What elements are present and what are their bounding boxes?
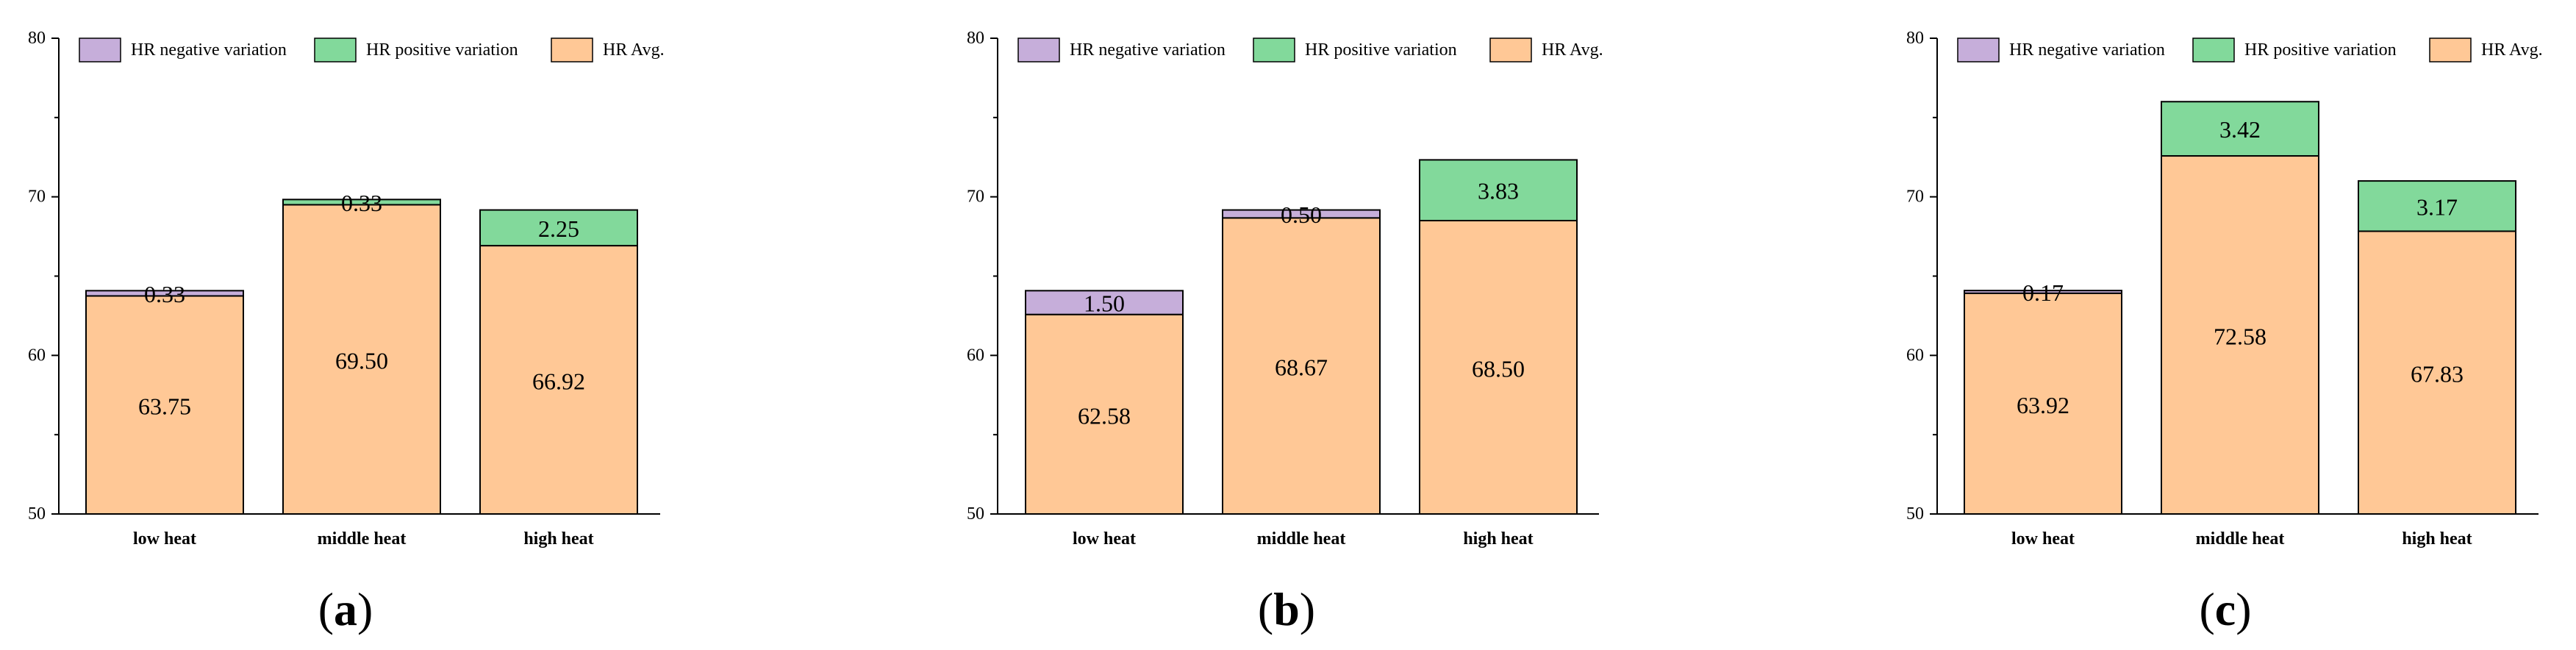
- value-label-avg: 63.92: [2017, 392, 2069, 418]
- legend-label-avg: HR Avg.: [2481, 40, 2543, 60]
- y-tick-label: 60: [28, 346, 46, 365]
- x-tick-label: low heat: [1073, 529, 1136, 549]
- value-label-negative: 1.50: [1084, 290, 1125, 317]
- legend-swatch-positive: [1253, 38, 1295, 63]
- x-tick-label: middle heat: [318, 529, 407, 549]
- legend-swatch-avg: [1489, 38, 1532, 63]
- legend-swatch-positive: [314, 38, 357, 63]
- bar-avg-low-heat: [1025, 313, 1184, 515]
- value-label-avg: 63.75: [138, 393, 191, 420]
- legend-swatch-positive: [2192, 38, 2235, 63]
- value-label-positive: 3.42: [2219, 116, 2261, 143]
- bar-negative-low-heat: [1964, 290, 2122, 294]
- legend-label-negative: HR negative variation: [1070, 40, 1226, 60]
- y-tick-label: 80: [967, 29, 984, 48]
- value-label-negative: 0.33: [144, 281, 185, 307]
- value-label-avg: 66.92: [532, 368, 585, 395]
- legend-swatch-avg: [2429, 38, 2472, 63]
- panel-label: (c): [2199, 583, 2251, 635]
- value-label-avg: 67.83: [2411, 361, 2464, 388]
- value-label-negative: 0.50: [1281, 201, 1322, 228]
- legend-label-negative: HR negative variation: [2009, 40, 2165, 60]
- value-label-avg: 68.50: [1472, 356, 1525, 382]
- value-label-avg: 69.50: [335, 348, 388, 374]
- bar-negative-low-heat: [1025, 290, 1184, 315]
- x-tick-label: low heat: [133, 529, 196, 549]
- bar-negative-low-heat: [85, 290, 244, 297]
- bar-positive-high-heat: [2358, 180, 2516, 232]
- y-tick-label: 70: [967, 188, 984, 207]
- value-label-positive: 2.25: [538, 215, 579, 242]
- legend-label-negative: HR negative variation: [131, 40, 287, 60]
- x-tick-label: middle heat: [1257, 529, 1346, 549]
- bar-avg-high-heat: [479, 245, 638, 515]
- legend: HR negative variation HR positive variati…: [79, 38, 665, 63]
- x-tick-label: high heat: [1463, 529, 1533, 549]
- legend-label-positive: HR positive variation: [366, 40, 518, 60]
- y-tick-label: 80: [1906, 29, 1924, 48]
- bar-positive-middle-heat: [282, 199, 441, 206]
- bar-avg-high-heat: [1419, 220, 1578, 515]
- value-label-negative: 0.17: [2022, 279, 2064, 306]
- panel-label: (b): [1258, 583, 1315, 635]
- y-tick-label: 60: [1906, 346, 1924, 365]
- x-tick-label: low heat: [2011, 529, 2075, 549]
- legend-label-avg: HR Avg.: [1542, 40, 1603, 60]
- x-tick-label: middle heat: [2196, 529, 2285, 549]
- legend: HR negative variation HR positive variati…: [1957, 38, 2543, 63]
- bar-positive-high-heat: [479, 209, 638, 247]
- y-tick-label: 50: [28, 504, 46, 524]
- y-tick-label: 70: [28, 188, 46, 207]
- legend-swatch-negative: [1017, 38, 1060, 63]
- panel-label: (a): [318, 583, 373, 635]
- y-tick-label: 60: [967, 346, 984, 365]
- value-label-positive: 0.33: [341, 190, 382, 216]
- legend-label-avg: HR Avg.: [603, 40, 665, 60]
- legend-swatch-avg: [551, 38, 593, 63]
- value-label-avg: 62.58: [1078, 402, 1131, 429]
- legend: HR negative variation HR positive variati…: [1017, 38, 1603, 63]
- y-tick-label: 70: [1906, 188, 1924, 207]
- bar-avg-middle-heat: [2161, 155, 2319, 515]
- bar-positive-middle-heat: [2161, 101, 2319, 157]
- bar-avg-low-heat: [1964, 292, 2122, 515]
- legend-swatch-negative: [79, 38, 121, 63]
- value-label-avg: 68.67: [1275, 354, 1328, 381]
- legend-swatch-negative: [1957, 38, 2000, 63]
- chart-panel-c: 0.17 63.92 low heat 3.42 72.58 middle heat 3.1…: [1906, 29, 2543, 635]
- legend-label-positive: HR positive variation: [1305, 40, 1457, 60]
- chart-panel-a: 0.33 63.75 low heat 0.33 69.50 middle heat 2.2…: [28, 29, 665, 635]
- value-label-positive: 3.17: [2416, 193, 2458, 220]
- bar-avg-low-heat: [85, 295, 244, 515]
- value-label-avg: 72.58: [2214, 324, 2266, 350]
- y-tick-label: 50: [967, 504, 984, 524]
- bar-avg-middle-heat: [1222, 217, 1381, 515]
- x-tick-label: high heat: [523, 529, 593, 549]
- legend-label-positive: HR positive variation: [2244, 40, 2397, 60]
- chart-panel-b: 1.50 62.58 low heat 0.50 68.67 middle heat 3.8…: [967, 29, 1603, 635]
- x-tick-label: high heat: [2402, 529, 2472, 549]
- y-tick-label: 80: [28, 29, 46, 48]
- bar-avg-high-heat: [2358, 230, 2516, 515]
- bar-negative-middle-heat: [1222, 209, 1381, 219]
- value-label-positive: 3.83: [1478, 178, 1519, 204]
- y-tick-label: 50: [1906, 504, 1924, 524]
- bar-positive-high-heat: [1419, 159, 1578, 222]
